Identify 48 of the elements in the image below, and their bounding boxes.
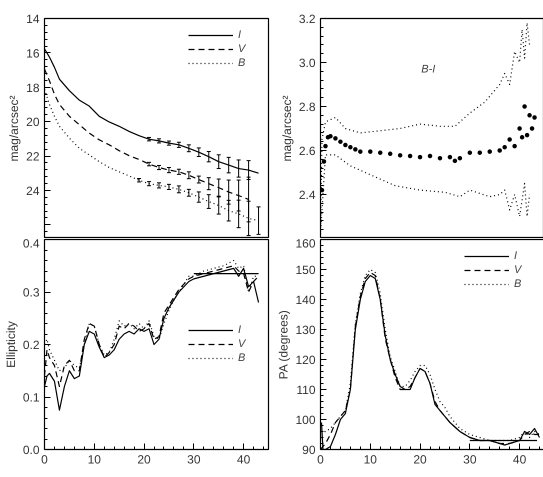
y-axis-title: PA (degrees) xyxy=(276,310,290,380)
y-tick-label: 0.1 xyxy=(22,390,40,404)
y-tick-label: 3.2 xyxy=(298,12,316,26)
y-tick-label: 0.3 xyxy=(22,286,40,300)
legend-label: V xyxy=(238,337,247,351)
x-tick-label: 0 xyxy=(41,452,48,466)
y-tick-label: 22 xyxy=(26,150,40,164)
x-tick-label: 10 xyxy=(364,452,378,466)
annotation: B-I xyxy=(421,64,436,76)
y-tick-label: 140 xyxy=(295,293,316,307)
y-tick-label: 2.6 xyxy=(298,144,316,158)
y-tick-label: 130 xyxy=(295,323,316,337)
y-tick-label: 0.0 xyxy=(22,443,40,457)
y-tick-label: 160 xyxy=(295,236,316,250)
legend-label: V xyxy=(238,42,247,56)
legend-label: B xyxy=(238,351,246,365)
y-tick-label: 20 xyxy=(26,115,40,130)
y-tick-label: 0.2 xyxy=(22,338,40,352)
x-tick-label: 30 xyxy=(187,452,201,466)
x-tick-label: 20 xyxy=(137,452,152,466)
y-tick-label: 120 xyxy=(295,353,316,367)
y-axis-title: mag/arcsec² xyxy=(7,95,22,162)
x-tick-label: 20 xyxy=(413,452,428,466)
y-tick-label: 24 xyxy=(26,184,40,198)
y-tick-label: 18 xyxy=(26,80,40,95)
x-tick-label: 40 xyxy=(236,452,251,466)
y-tick-label: 150 xyxy=(295,263,316,277)
x-tick-label: 40 xyxy=(512,452,527,466)
y-tick-label: 2.4 xyxy=(298,188,316,202)
x-tick-label: 0 xyxy=(317,452,324,466)
y-tick-label: 3.0 xyxy=(298,56,316,70)
legend-label: B xyxy=(238,56,246,70)
y-tick-label: 14 xyxy=(26,12,40,26)
y-tick-label: 90 xyxy=(302,443,316,457)
y-tick-label: 16 xyxy=(26,46,40,60)
legend-label: I xyxy=(514,249,518,263)
legend-label: I xyxy=(238,28,242,42)
y-tick-label: 2.8 xyxy=(298,100,316,114)
legend-label: I xyxy=(238,323,242,337)
x-tick-label: 30 xyxy=(463,452,477,466)
x-tick-label: 10 xyxy=(88,452,102,466)
y-tick-label: 110 xyxy=(296,383,316,397)
y-tick-label: 0.4 xyxy=(22,236,40,250)
legend-label: V xyxy=(514,263,523,277)
legend-label: B xyxy=(514,277,522,291)
y-tick-label: 100 xyxy=(295,413,316,427)
y-axis-title: mag/arcsec² xyxy=(280,95,294,162)
y-axis-title: Ellipticity xyxy=(4,321,18,368)
